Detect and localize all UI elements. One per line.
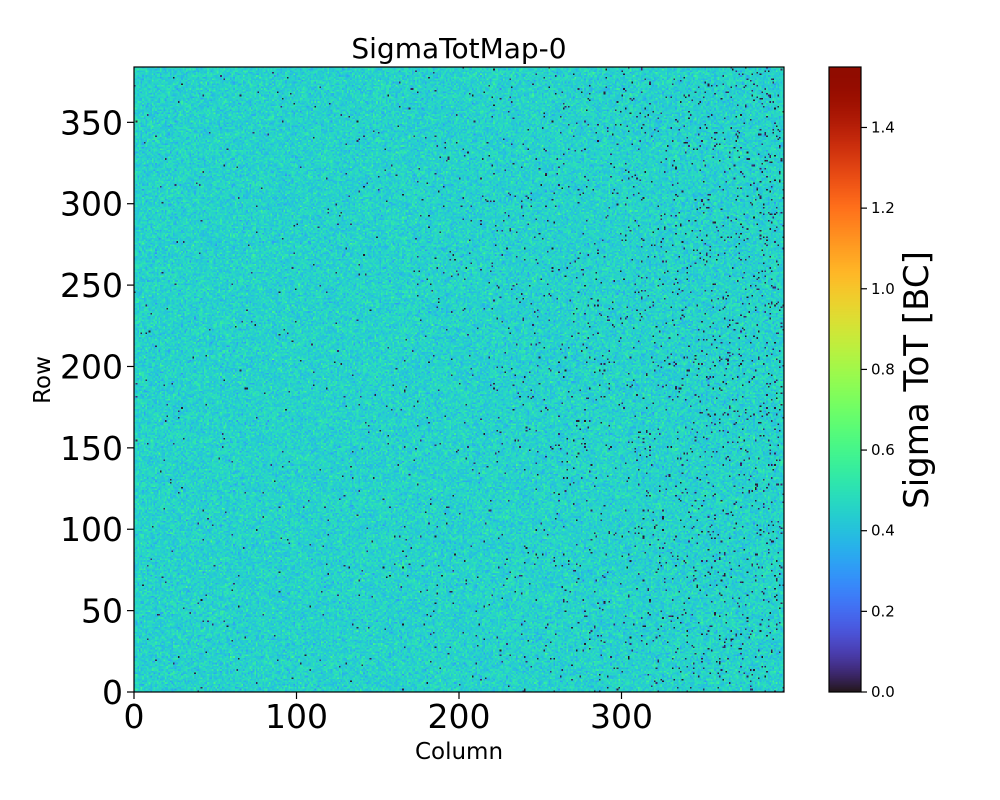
- y-tick-label: 0: [102, 673, 123, 712]
- x-tick-label: 0: [124, 697, 145, 736]
- colorbar-gradient: [829, 67, 861, 692]
- y-axis-label: Row: [30, 356, 56, 404]
- y-tick-label: 100: [60, 510, 123, 549]
- colorbar-tick-label: 1.4: [871, 118, 895, 136]
- y-tick-label: 300: [60, 185, 123, 224]
- y-tick-label: 250: [60, 266, 123, 305]
- colorbar-tick-label: 1.2: [871, 199, 895, 217]
- y-tick-label: 200: [60, 347, 123, 386]
- colorbar-ticks: 0.0 0.2 0.4 0.6 0.8 1.0 1.2 1.4: [861, 118, 895, 701]
- colorbar-frame: [828, 66, 862, 693]
- colorbar-tick-label: 0.6: [871, 441, 895, 459]
- y-tick-label: 150: [60, 429, 123, 468]
- colorbar-tick-label: 1.0: [871, 280, 895, 298]
- x-axis-ticks: 0 100 200 300: [124, 692, 653, 736]
- heatmap-image: [134, 67, 784, 692]
- colorbar-tick-label: 0.8: [871, 360, 895, 378]
- colorbar-label: Sigma ToT [BC]: [897, 251, 937, 509]
- plot-frame: [133, 66, 785, 693]
- chart-title: SigmaTotMap-0: [351, 32, 566, 65]
- x-axis-label: Column: [415, 739, 503, 765]
- x-tick-label: 100: [265, 697, 328, 736]
- y-tick-label: 350: [60, 103, 123, 142]
- y-tick-label: 50: [81, 592, 123, 631]
- x-tick-label: 200: [428, 697, 491, 736]
- y-axis-ticks: 0 50 100 150 200 250 300 350: [60, 103, 134, 712]
- colorbar-tick-label: 0.0: [871, 683, 895, 701]
- x-tick-label: 300: [590, 697, 653, 736]
- colorbar-tick-label: 0.2: [871, 602, 895, 620]
- colorbar-tick-label: 0.4: [871, 522, 895, 540]
